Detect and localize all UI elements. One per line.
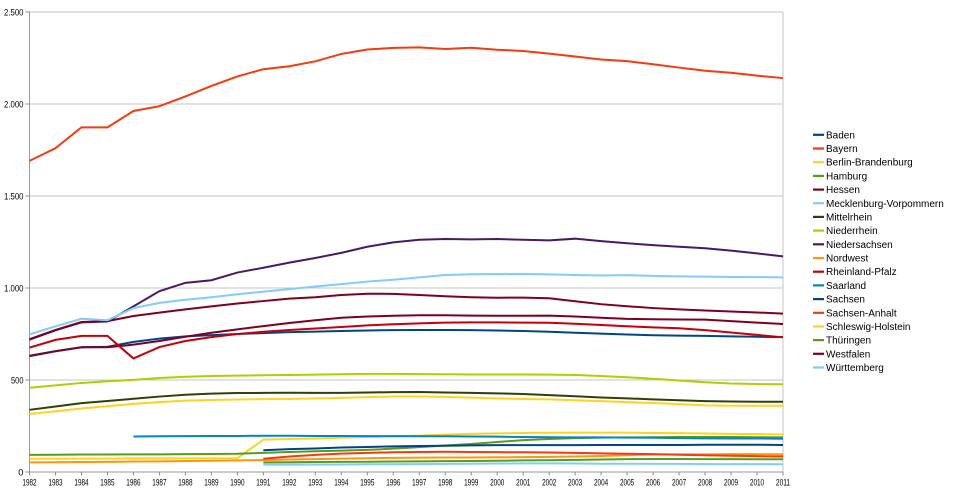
svg-text:Hamburg: Hamburg [826,171,867,182]
svg-text:1993: 1993 [308,477,322,488]
svg-text:2011: 2011 [776,477,790,488]
svg-text:Berlin-Brandenburg: Berlin-Brandenburg [826,158,913,169]
svg-text:Bayern: Bayern [826,144,858,155]
svg-text:Westfalen: Westfalen [826,349,870,360]
svg-text:Hessen: Hessen [826,185,860,196]
svg-text:1997: 1997 [412,477,426,488]
svg-text:1989: 1989 [204,477,218,488]
svg-text:2.000: 2.000 [4,100,24,110]
svg-text:1.500: 1.500 [4,192,24,202]
svg-text:1991: 1991 [256,477,270,488]
svg-text:2001: 2001 [516,477,530,488]
svg-text:Rheinland-Pfalz: Rheinland-Pfalz [826,267,897,278]
svg-text:1987: 1987 [152,477,166,488]
svg-text:1995: 1995 [360,477,374,488]
svg-text:2004: 2004 [594,477,608,488]
svg-text:1996: 1996 [386,477,400,488]
svg-text:1988: 1988 [178,477,192,488]
svg-text:Sachsen-Anhalt: Sachsen-Anhalt [826,308,897,319]
svg-text:2006: 2006 [646,477,660,488]
svg-text:1985: 1985 [100,477,114,488]
svg-text:2009: 2009 [724,477,738,488]
svg-text:2005: 2005 [620,477,634,488]
svg-text:Niedersachsen: Niedersachsen [826,240,893,251]
svg-text:500: 500 [11,376,24,386]
svg-text:2000: 2000 [490,477,504,488]
svg-text:1994: 1994 [334,477,348,488]
svg-text:Sachsen: Sachsen [826,295,865,306]
svg-text:Thüringen: Thüringen [826,336,871,347]
svg-text:Württemberg: Württemberg [826,363,884,374]
svg-text:Baden: Baden [826,130,855,141]
svg-text:Nordwest: Nordwest [826,254,868,265]
svg-text:2007: 2007 [672,477,686,488]
svg-text:2.500: 2.500 [4,8,24,18]
svg-text:1998: 1998 [438,477,452,488]
svg-text:2008: 2008 [698,477,712,488]
svg-text:Niederrhein: Niederrhein [826,226,878,237]
svg-text:1990: 1990 [230,477,244,488]
svg-text:1983: 1983 [48,477,62,488]
svg-text:Mecklenburg-Vorpommern: Mecklenburg-Vorpommern [826,199,944,210]
svg-text:0: 0 [18,468,23,478]
svg-text:1999: 1999 [464,477,478,488]
svg-text:2003: 2003 [568,477,582,488]
svg-text:2010: 2010 [750,477,764,488]
svg-text:Schleswig-Holstein: Schleswig-Holstein [826,322,910,333]
svg-text:1.000: 1.000 [4,284,24,294]
svg-text:Saarland: Saarland [826,281,866,292]
svg-text:1992: 1992 [282,477,296,488]
svg-text:1986: 1986 [126,477,140,488]
svg-text:2002: 2002 [542,477,556,488]
svg-text:1984: 1984 [74,477,88,488]
svg-text:Mittelrhein: Mittelrhein [826,212,872,223]
svg-text:1982: 1982 [22,477,36,488]
